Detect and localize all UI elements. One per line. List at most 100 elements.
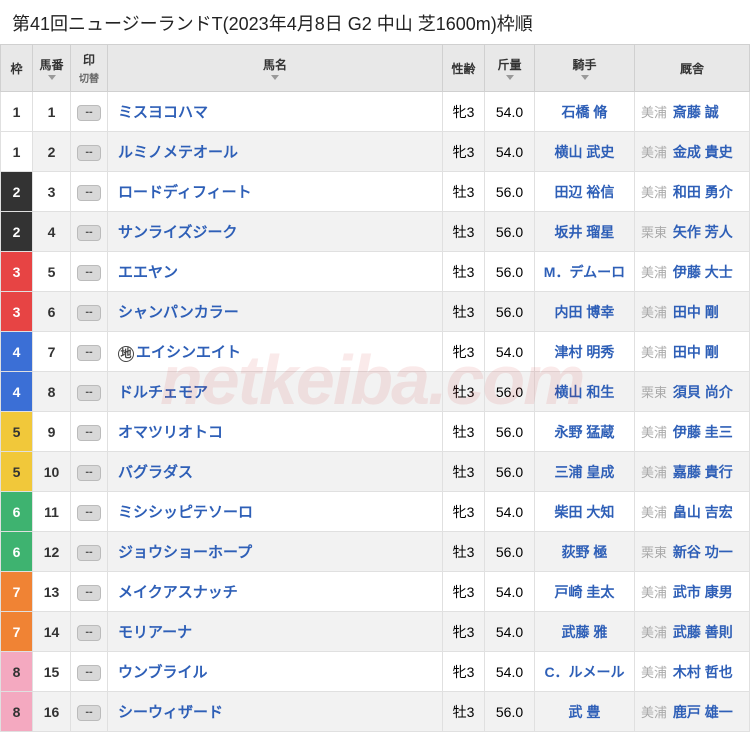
header-kyu[interactable]: 厩舎 (635, 45, 750, 92)
seirei-cell: 牡3 (443, 212, 485, 252)
umaban-cell: 14 (33, 612, 71, 652)
kinryo-cell: 56.0 (485, 372, 535, 412)
mark-cell[interactable]: -- (71, 332, 108, 372)
kishu-cell[interactable]: 武 豊 (535, 692, 635, 732)
seirei-cell: 牡3 (443, 452, 485, 492)
table-row: 612--ジョウショーホープ牡356.0荻野 極栗東 新谷 功一 (1, 532, 750, 572)
mark-cell[interactable]: -- (71, 412, 108, 452)
kishu-cell[interactable]: 永野 猛蔵 (535, 412, 635, 452)
waku-cell: 8 (1, 692, 33, 732)
kishu-cell[interactable]: 石橋 脩 (535, 92, 635, 132)
header-horse-name[interactable]: 馬名 (108, 45, 443, 92)
seirei-cell: 牡3 (443, 692, 485, 732)
kishu-cell[interactable]: 荻野 極 (535, 532, 635, 572)
kinryo-cell: 56.0 (485, 452, 535, 492)
umaban-cell: 6 (33, 292, 71, 332)
horse-name-cell[interactable]: ルミノメテオール (108, 132, 443, 172)
kyu-cell[interactable]: 美浦 鹿戸 雄一 (635, 692, 750, 732)
kyu-cell[interactable]: 栗東 矢作 芳人 (635, 212, 750, 252)
kishu-cell[interactable]: 三浦 皇成 (535, 452, 635, 492)
horse-name-cell[interactable]: オマツリオトコ (108, 412, 443, 452)
mark-cell[interactable]: -- (71, 492, 108, 532)
kyu-cell[interactable]: 美浦 田中 剛 (635, 292, 750, 332)
mark-cell[interactable]: -- (71, 452, 108, 492)
waku-cell: 8 (1, 652, 33, 692)
header-umaban[interactable]: 馬番 (33, 45, 71, 92)
header-seirei[interactable]: 性齢 (443, 45, 485, 92)
kishu-cell[interactable]: 横山 武史 (535, 132, 635, 172)
umaban-cell: 13 (33, 572, 71, 612)
kishu-cell[interactable]: 戸崎 圭太 (535, 572, 635, 612)
table-row: 12--ルミノメテオール牝354.0横山 武史美浦 金成 貴史 (1, 132, 750, 172)
kyu-cell[interactable]: 美浦 和田 勇介 (635, 172, 750, 212)
mark-cell[interactable]: -- (71, 652, 108, 692)
kyu-cell[interactable]: 美浦 畠山 吉宏 (635, 492, 750, 532)
horse-name-cell[interactable]: ロードディフィート (108, 172, 443, 212)
kyu-cell[interactable]: 美浦 武市 康男 (635, 572, 750, 612)
table-row: 35--エエヤン牡356.0M．デムーロ美浦 伊藤 大士 (1, 252, 750, 292)
kyu-cell[interactable]: 美浦 嘉藤 貴行 (635, 452, 750, 492)
kinryo-cell: 56.0 (485, 212, 535, 252)
horse-name-cell[interactable]: ミシシッピテソーロ (108, 492, 443, 532)
horse-name-cell[interactable]: ドルチェモア (108, 372, 443, 412)
mark-cell[interactable]: -- (71, 572, 108, 612)
horse-name-cell[interactable]: モリアーナ (108, 612, 443, 652)
umaban-cell: 9 (33, 412, 71, 452)
table-row: 11--ミスヨコハマ牝354.0石橋 脩美浦 斎藤 誠 (1, 92, 750, 132)
horse-name-cell[interactable]: ウンブライル (108, 652, 443, 692)
horse-name-cell[interactable]: ミスヨコハマ (108, 92, 443, 132)
header-in[interactable]: 印切替 (71, 45, 108, 92)
mark-cell[interactable]: -- (71, 92, 108, 132)
horse-name-cell[interactable]: サンライズジーク (108, 212, 443, 252)
horse-name-cell[interactable]: シャンパンカラー (108, 292, 443, 332)
kishu-cell[interactable]: 内田 博幸 (535, 292, 635, 332)
kishu-cell[interactable]: 武藤 雅 (535, 612, 635, 652)
mark-cell[interactable]: -- (71, 372, 108, 412)
horse-name-cell[interactable]: バグラダス (108, 452, 443, 492)
kinryo-cell: 54.0 (485, 132, 535, 172)
kishu-cell[interactable]: 津村 明秀 (535, 332, 635, 372)
header-kishu[interactable]: 騎手 (535, 45, 635, 92)
kinryo-cell: 56.0 (485, 292, 535, 332)
header-waku[interactable]: 枠 (1, 45, 33, 92)
seirei-cell: 牡3 (443, 172, 485, 212)
kishu-cell[interactable]: 田辺 裕信 (535, 172, 635, 212)
kyu-cell[interactable]: 栗東 須貝 尚介 (635, 372, 750, 412)
kyu-cell[interactable]: 美浦 木村 哲也 (635, 652, 750, 692)
mark-cell[interactable]: -- (71, 612, 108, 652)
kishu-cell[interactable]: C．ルメール (535, 652, 635, 692)
kyu-cell[interactable]: 美浦 金成 貴史 (635, 132, 750, 172)
kyu-cell[interactable]: 美浦 武藤 善則 (635, 612, 750, 652)
kishu-cell[interactable]: 柴田 大知 (535, 492, 635, 532)
mark-cell[interactable]: -- (71, 692, 108, 732)
waku-cell: 7 (1, 572, 33, 612)
horse-name-cell[interactable]: ジョウショーホープ (108, 532, 443, 572)
umaban-cell: 4 (33, 212, 71, 252)
mark-cell[interactable]: -- (71, 292, 108, 332)
seirei-cell: 牝3 (443, 572, 485, 612)
umaban-cell: 11 (33, 492, 71, 532)
kyu-cell[interactable]: 美浦 田中 剛 (635, 332, 750, 372)
table-row: 36--シャンパンカラー牡356.0内田 博幸美浦 田中 剛 (1, 292, 750, 332)
waku-cell: 3 (1, 292, 33, 332)
horse-name-cell[interactable]: メイクアスナッチ (108, 572, 443, 612)
kishu-cell[interactable]: M．デムーロ (535, 252, 635, 292)
header-kinryo[interactable]: 斤量 (485, 45, 535, 92)
kyu-cell[interactable]: 美浦 伊藤 大士 (635, 252, 750, 292)
horse-name-cell[interactable]: エエヤン (108, 252, 443, 292)
kyu-cell[interactable]: 美浦 伊藤 圭三 (635, 412, 750, 452)
seirei-cell: 牡3 (443, 252, 485, 292)
mark-cell[interactable]: -- (71, 212, 108, 252)
mark-cell[interactable]: -- (71, 532, 108, 572)
kyu-cell[interactable]: 栗東 新谷 功一 (635, 532, 750, 572)
mark-cell[interactable]: -- (71, 132, 108, 172)
horse-name-cell[interactable]: 地エイシンエイト (108, 332, 443, 372)
kishu-cell[interactable]: 坂井 瑠星 (535, 212, 635, 252)
kyu-cell[interactable]: 美浦 斎藤 誠 (635, 92, 750, 132)
horse-name-cell[interactable]: シーウィザード (108, 692, 443, 732)
mark-cell[interactable]: -- (71, 172, 108, 212)
umaban-cell: 2 (33, 132, 71, 172)
seirei-cell: 牡3 (443, 292, 485, 332)
kishu-cell[interactable]: 横山 和生 (535, 372, 635, 412)
mark-cell[interactable]: -- (71, 252, 108, 292)
